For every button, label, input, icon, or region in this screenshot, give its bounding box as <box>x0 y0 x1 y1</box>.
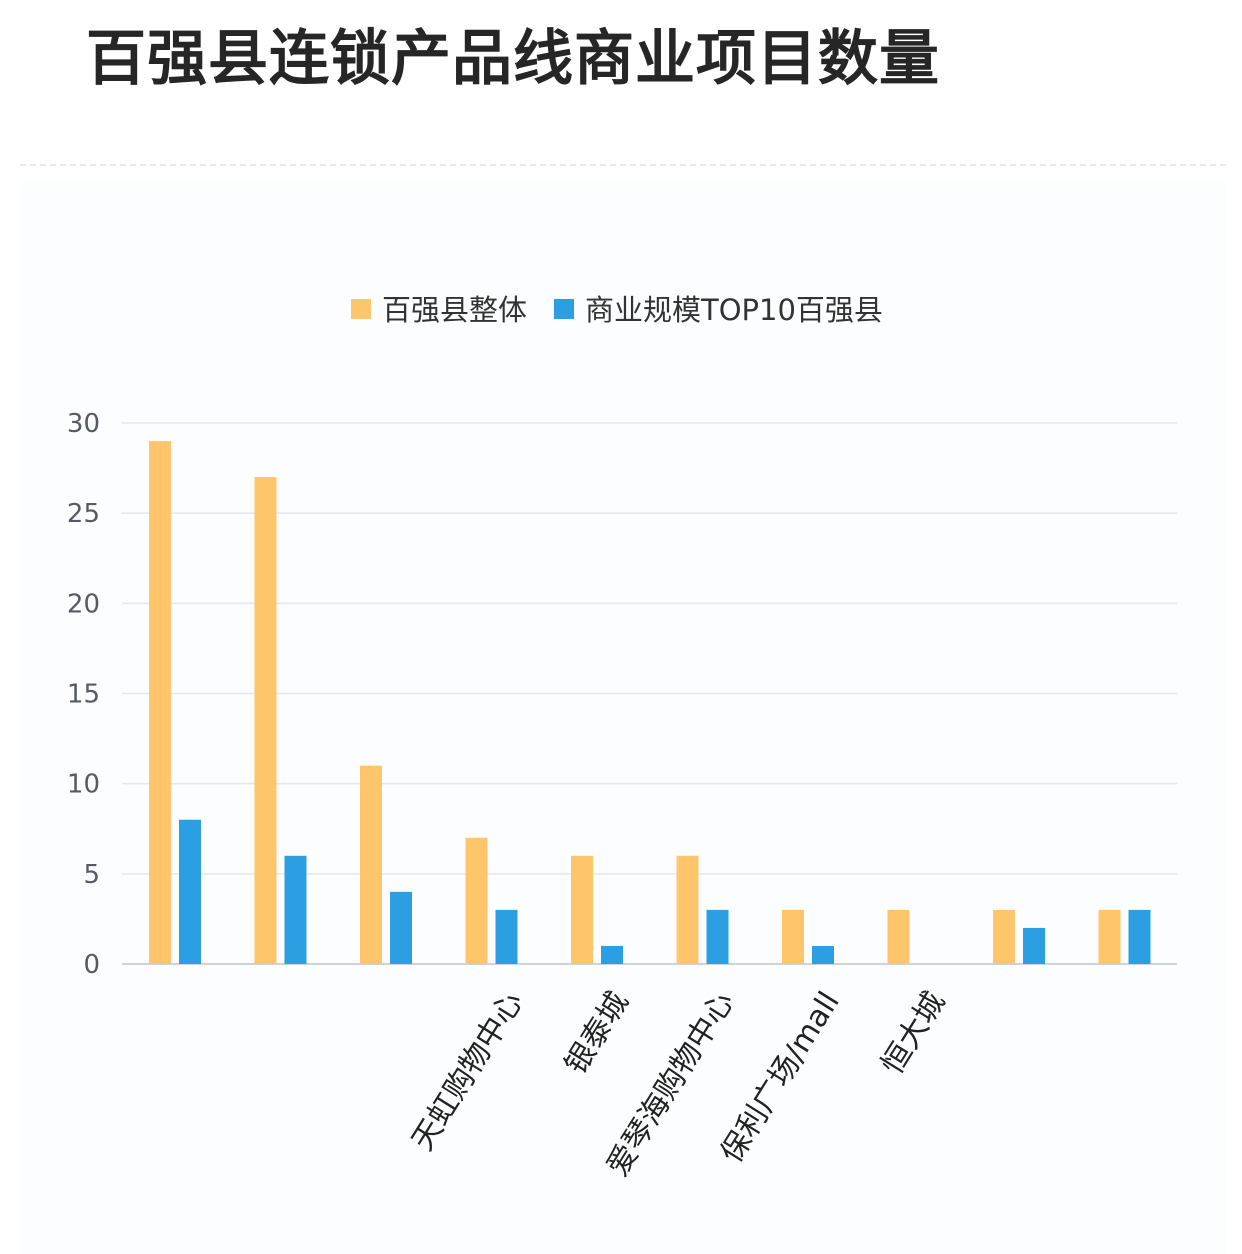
bar-top10 <box>284 855 307 964</box>
y-tick-label: 0 <box>83 950 100 980</box>
bar-top10 <box>1128 909 1151 964</box>
bar-overall <box>887 909 910 964</box>
chart-panel <box>20 182 1226 1254</box>
bar-overall <box>571 855 593 964</box>
x-category-label: 天虹购物中心 <box>405 986 530 1157</box>
y-tick-label: 15 <box>67 680 100 710</box>
y-tick-label: 25 <box>67 499 100 529</box>
y-tick-label: 5 <box>83 860 100 890</box>
bar-overall <box>1098 909 1121 964</box>
legend-swatch-top10 <box>554 299 574 319</box>
bar-overall <box>149 441 171 964</box>
divider <box>20 164 1226 166</box>
y-tick-label: 10 <box>67 770 100 800</box>
legend-label-top10: 商业规模TOP10百强县 <box>585 293 883 327</box>
legend-swatch-overall <box>351 299 371 319</box>
page-title: 百强县连锁产品线商业项目数量 <box>86 24 940 94</box>
bar-top10 <box>179 819 201 964</box>
bar-overall <box>465 837 488 964</box>
legend-label-overall: 百强县整体 <box>382 293 527 327</box>
bar-overall <box>993 909 1015 964</box>
bar-overall <box>676 855 699 964</box>
bar-top10 <box>601 945 623 964</box>
bar-top10 <box>812 945 834 964</box>
y-tick-label: 30 <box>67 409 100 439</box>
bar-overall <box>360 765 382 964</box>
y-tick-label: 20 <box>67 589 100 619</box>
bar-top10 <box>495 909 518 964</box>
bar-top10 <box>390 891 412 964</box>
x-category-label: 恒大城 <box>875 986 952 1081</box>
bar-overall <box>254 477 277 964</box>
bar-top10 <box>706 909 729 964</box>
x-category-label: 银泰城 <box>558 986 635 1081</box>
bar-top10 <box>1023 927 1045 964</box>
bar-overall <box>782 909 804 964</box>
